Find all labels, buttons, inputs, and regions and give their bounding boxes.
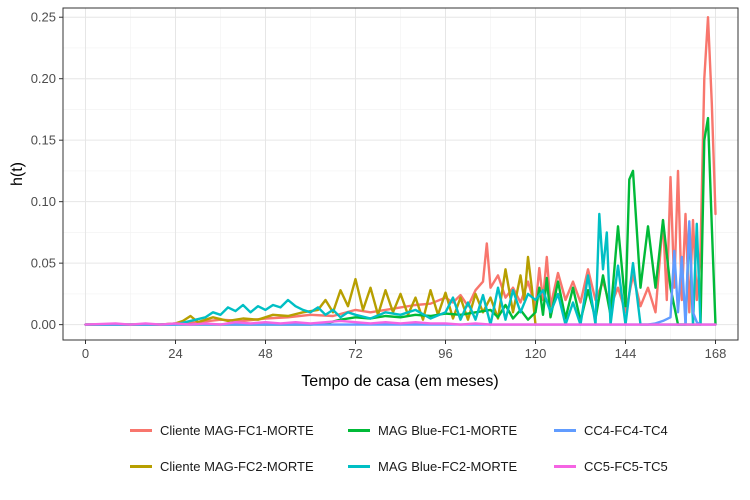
x-tick-label: 120 [525, 346, 547, 361]
y-tick-label: 0.00 [31, 317, 56, 332]
x-tick-label: 72 [348, 346, 362, 361]
legend-swatch [348, 464, 370, 468]
legend-swatch [130, 464, 152, 468]
x-axis-ticks: 0 24 48 72 96 120 144 168 [82, 340, 726, 361]
x-tick-label: 168 [705, 346, 727, 361]
legend-label: Cliente MAG-FC1-MORTE [160, 422, 314, 438]
y-axis-ticks: 0.00 0.05 0.10 0.15 0.20 0.25 [31, 10, 63, 332]
x-tick-label: 96 [438, 346, 452, 361]
legend-item: MAG Blue-FC2-MORTE [348, 456, 517, 476]
legend-item: CC4-FC4-TC4 [554, 420, 668, 440]
series-line-3 [84, 116, 717, 326]
legend-label: MAG Blue-FC2-MORTE [378, 458, 518, 474]
legend-item: CC5-FC5-TC5 [554, 456, 668, 476]
y-tick-label: 0.05 [31, 256, 56, 271]
y-tick-label: 0.25 [31, 10, 56, 25]
x-tick-label: 144 [615, 346, 637, 361]
series-line-2 [84, 255, 537, 326]
legend-label: MAG Blue-FC1-MORTE [378, 422, 518, 438]
y-tick-label: 0.15 [31, 133, 56, 148]
legend-item: Cliente MAG-FC2-MORTE [130, 456, 314, 476]
series-line-6 [84, 319, 717, 326]
legend-swatch [130, 428, 152, 432]
x-tick-label: 24 [168, 346, 182, 361]
series-line-4 [84, 212, 702, 326]
y-tick-label: 0.10 [31, 194, 56, 209]
x-tick-label: 48 [258, 346, 272, 361]
legend-swatch [348, 428, 370, 432]
series-lines [84, 16, 717, 326]
x-axis-label: Tempo de casa (em meses) [301, 373, 498, 390]
legend-item: MAG Blue-FC1-MORTE [348, 420, 517, 440]
legend: Cliente MAG-FC1-MORTE Cliente MAG-FC2-MOR… [130, 418, 730, 488]
plot-border [62, 7, 739, 341]
x-tick-label: 0 [82, 346, 89, 361]
legend-label: CC5-FC5-TC5 [584, 458, 668, 474]
y-axis-label: h(t) [9, 162, 26, 186]
legend-swatch [554, 464, 576, 468]
legend-swatch [554, 428, 576, 432]
legend-item: Cliente MAG-FC1-MORTE [130, 420, 314, 440]
legend-label: Cliente MAG-FC2-MORTE [160, 458, 314, 474]
y-tick-label: 0.20 [31, 71, 56, 86]
series-line-1 [84, 16, 717, 326]
legend-label: CC4-FC4-TC4 [584, 422, 668, 438]
